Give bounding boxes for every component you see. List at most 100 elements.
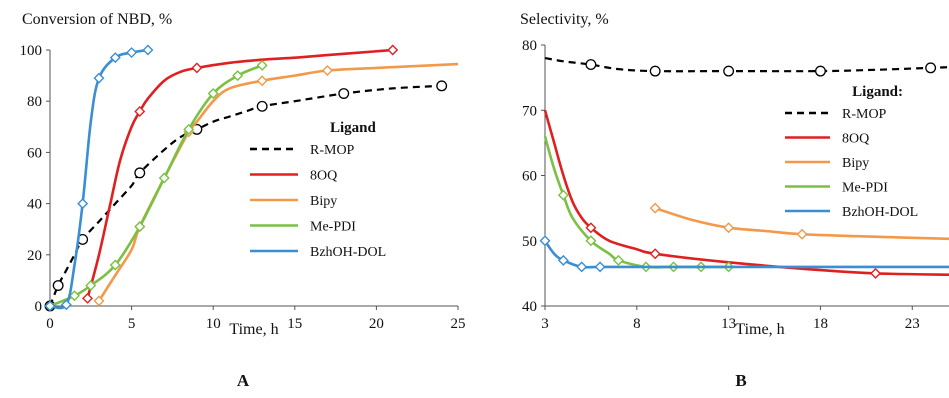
data-point [585, 59, 597, 71]
legend-label: BzhOH-DOL [310, 245, 386, 260]
series-line [48, 84, 442, 307]
data-point [142, 44, 154, 56]
y-tick-label: 60 [522, 169, 537, 185]
data-point [321, 64, 333, 76]
data-point [82, 292, 94, 304]
legend-label: 8OQ [310, 169, 337, 184]
y-tick-label: 70 [522, 103, 537, 119]
data-point [338, 88, 350, 99]
x-tick-label: 0 [46, 316, 54, 332]
panel-label: A [237, 371, 250, 390]
legend-label: Bipy [310, 194, 337, 209]
y-tick-label: 60 [27, 145, 42, 161]
y-tick-label: 50 [522, 234, 537, 250]
data-point [109, 52, 121, 64]
data-point [256, 100, 268, 112]
x-axis-label: Time, h [229, 321, 278, 338]
data-point [52, 280, 64, 291]
series-line [654, 206, 949, 241]
y-tick-label: 40 [27, 197, 42, 213]
data-point [576, 261, 588, 273]
data-point [723, 65, 735, 77]
data-point [134, 167, 146, 179]
series-8oq [543, 109, 949, 279]
y-tick-label: 0 [35, 299, 43, 315]
legend-label: R-MOP [842, 107, 887, 122]
x-tick-label: 8 [633, 316, 641, 332]
x-tick-label: 13 [721, 316, 736, 332]
chart-title: Conversion of NBD, % [22, 11, 172, 28]
data-point [649, 65, 661, 77]
x-tick-label: 5 [128, 316, 136, 332]
data-point [77, 198, 89, 210]
data-point [207, 88, 219, 100]
data-point [93, 295, 105, 307]
x-tick-label: 18 [813, 316, 828, 332]
y-tick-label: 100 [20, 43, 43, 59]
data-point [183, 123, 195, 135]
series-r-mop [44, 80, 448, 312]
series-bipy [93, 62, 459, 307]
data-point [796, 228, 808, 240]
legend-label: 8OQ [842, 132, 869, 147]
series-bzhoh-dol [44, 44, 154, 312]
x-tick-label: 15 [287, 316, 302, 332]
series-8oq [82, 44, 399, 304]
data-point [387, 44, 399, 56]
data-point [134, 221, 146, 233]
x-tick-label: 23 [905, 316, 920, 332]
data-point [232, 70, 244, 82]
data-point [109, 259, 121, 271]
data-point [594, 261, 606, 273]
legend-title: Ligand: [852, 84, 903, 100]
legend-label: R-MOP [310, 143, 355, 158]
legend-label: Bipy [842, 156, 869, 171]
data-point [870, 267, 882, 279]
data-point [539, 235, 551, 247]
x-tick-label: 3 [541, 316, 549, 332]
y-tick-label: 20 [27, 248, 42, 264]
series-me-pdi [44, 59, 268, 312]
data-point [557, 254, 569, 266]
legend-label: Me-PDI [842, 181, 888, 196]
x-axis-label: Time, h [735, 321, 784, 338]
data-point [612, 254, 624, 266]
data-point [815, 65, 826, 77]
data-point [93, 72, 105, 84]
series-r-mop [544, 57, 949, 77]
data-point [925, 62, 937, 74]
legend-label: BzhOH-DOL [842, 205, 918, 220]
data-point [723, 222, 735, 234]
data-point [649, 202, 661, 214]
data-point [585, 235, 597, 247]
x-tick-label: 10 [206, 316, 221, 332]
data-point [436, 80, 448, 92]
data-point [557, 189, 569, 201]
data-point [585, 222, 597, 234]
series-line [86, 48, 393, 299]
series-line [49, 48, 149, 310]
x-tick-label: 20 [369, 316, 384, 332]
legend-label: Me-PDI [310, 220, 356, 235]
data-point [191, 62, 203, 74]
series-line [543, 240, 949, 269]
data-point [60, 299, 72, 311]
y-tick-label: 80 [522, 38, 537, 54]
series-bipy [649, 202, 949, 241]
x-tick-label: 25 [451, 316, 466, 332]
y-tick-label: 40 [522, 299, 537, 315]
data-point [649, 248, 661, 260]
data-point [134, 105, 146, 117]
series-line [49, 64, 263, 308]
panel-label: B [735, 371, 746, 390]
data-point [85, 280, 97, 292]
data-point [44, 300, 56, 312]
series-line [544, 57, 949, 73]
legend-title: Ligand [330, 120, 377, 136]
data-point [126, 47, 138, 59]
y-tick-label: 80 [27, 94, 42, 110]
chart-title: Selectivity, % [520, 11, 609, 28]
series-line [543, 109, 949, 276]
series-bzhoh-dol [539, 235, 949, 273]
